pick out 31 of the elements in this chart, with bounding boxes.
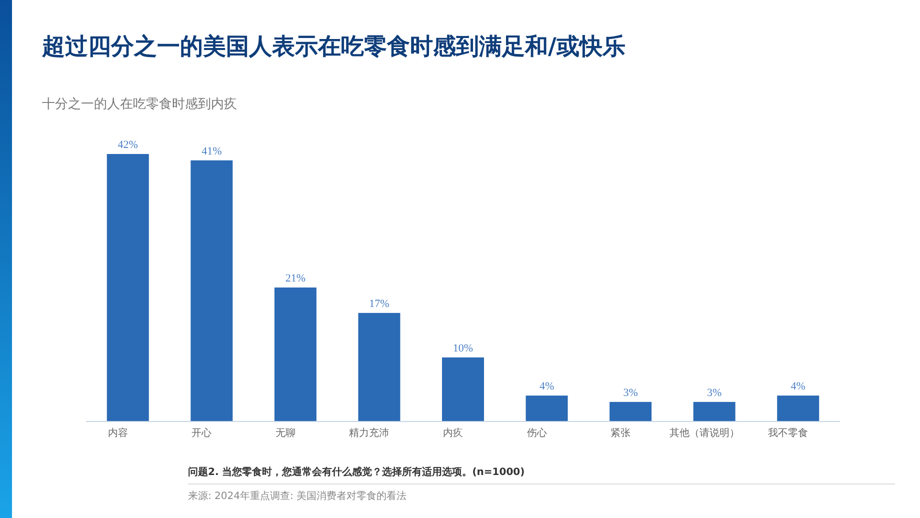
bar [358, 312, 400, 421]
text: 问题2. 当您零食时，您通常会有什么感觉？选择所有适用选项。(n=1000) [188, 466, 525, 478]
bar [190, 160, 233, 421]
source-note: 来源: 2024年重点调查: 美国消费者对零食的看法 [188, 490, 407, 502]
chart-subtitle: 十分之一的人在吃零食时感到内疚 [42, 97, 237, 112]
bar [442, 357, 484, 421]
data-label: 10% [452, 342, 474, 354]
bar [274, 288, 316, 421]
x-tick-label: 精力充沛 [349, 427, 390, 439]
data-label: 41% [202, 145, 222, 158]
data-label: 4% [539, 380, 554, 393]
bar [777, 396, 820, 421]
bar [106, 154, 149, 421]
x-tick-label: 我不零食 [768, 427, 808, 439]
bar [693, 402, 736, 421]
data-label: 3% [706, 386, 722, 399]
chart-title: 超过四分之一的美国人表示在吃零食时感到满足和/或快乐 [41, 33, 626, 60]
data-label: 17% [369, 298, 390, 310]
data-label: 42% [118, 139, 138, 151]
data-label: 3% [623, 386, 638, 399]
x-tick-label: 无聊 [275, 427, 296, 439]
data-label: 21% [285, 272, 306, 284]
x-tick-label: 紧张 [610, 427, 631, 439]
bar [526, 396, 568, 421]
x-tick-label: 内容 [108, 427, 128, 439]
data-label: 4% [790, 380, 806, 393]
x-tick-label: 伤心 [526, 427, 547, 439]
bar [610, 402, 652, 421]
x-tick-label: 其他（请说明） [669, 427, 740, 439]
x-tick-label: 开心 [192, 427, 212, 439]
x-tick-label: 内疚 [443, 427, 463, 439]
